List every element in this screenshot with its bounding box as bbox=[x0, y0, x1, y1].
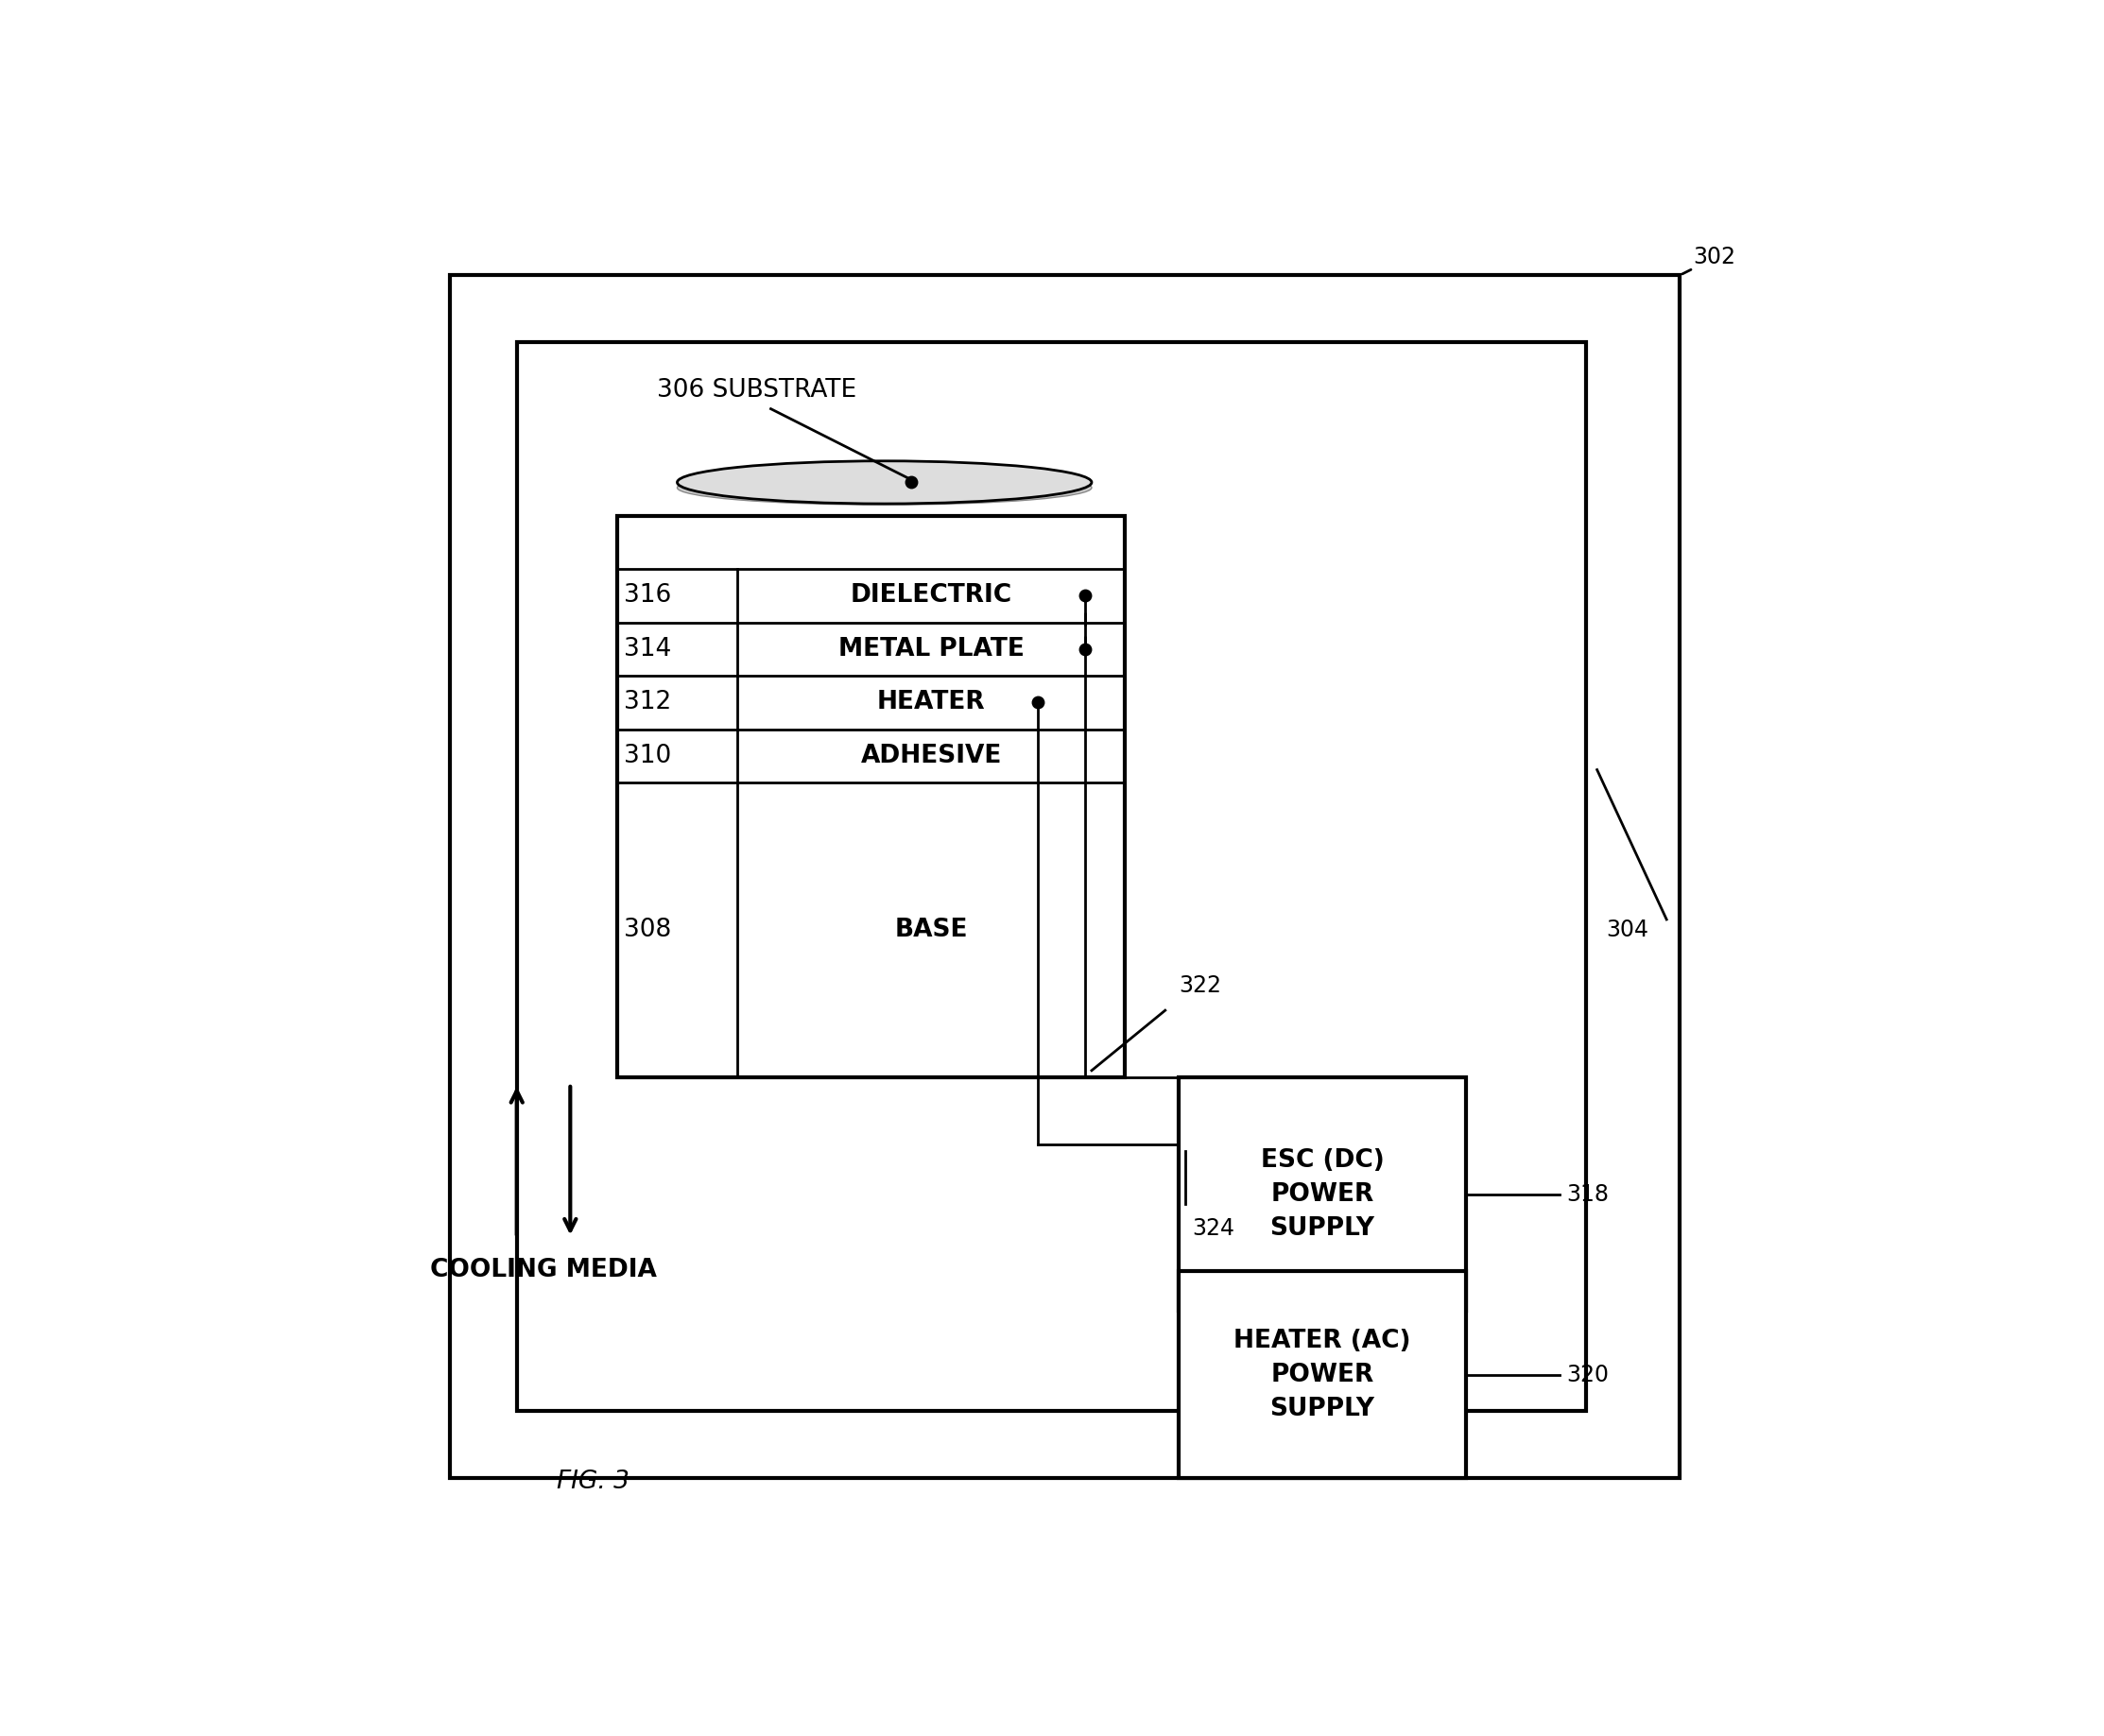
Text: HEATER: HEATER bbox=[877, 691, 985, 715]
Bar bbox=[616, 516, 1126, 1076]
Bar bbox=[1178, 1076, 1466, 1311]
Text: METAL PLATE: METAL PLATE bbox=[837, 637, 1025, 661]
Ellipse shape bbox=[677, 462, 1092, 503]
Text: 316: 316 bbox=[623, 583, 671, 608]
Text: DIELECTRIC: DIELECTRIC bbox=[850, 583, 1012, 608]
Text: 304: 304 bbox=[1605, 918, 1650, 941]
Bar bbox=[1178, 1271, 1466, 1479]
Text: ESC (DC)
POWER
SUPPLY: ESC (DC) POWER SUPPLY bbox=[1260, 1147, 1384, 1241]
Text: 324: 324 bbox=[1193, 1217, 1235, 1240]
Text: 318: 318 bbox=[1565, 1182, 1610, 1205]
Text: 308: 308 bbox=[623, 918, 671, 943]
Text: COOLING MEDIA: COOLING MEDIA bbox=[429, 1257, 656, 1283]
Text: FIG. 3: FIG. 3 bbox=[558, 1470, 629, 1495]
Text: HEATER (AC)
POWER
SUPPLY: HEATER (AC) POWER SUPPLY bbox=[1233, 1328, 1412, 1420]
Text: 310: 310 bbox=[623, 743, 671, 767]
Text: 302: 302 bbox=[1694, 247, 1736, 269]
Text: 306 SUBSTRATE: 306 SUBSTRATE bbox=[656, 377, 856, 403]
Text: 322: 322 bbox=[1178, 974, 1220, 996]
Text: 314: 314 bbox=[623, 637, 671, 661]
Text: ADHESIVE: ADHESIVE bbox=[861, 743, 1002, 767]
Bar bbox=[518, 342, 1586, 1411]
Ellipse shape bbox=[677, 470, 1092, 505]
Text: 312: 312 bbox=[623, 691, 671, 715]
Text: 320: 320 bbox=[1565, 1363, 1610, 1385]
Text: BASE: BASE bbox=[894, 918, 968, 943]
